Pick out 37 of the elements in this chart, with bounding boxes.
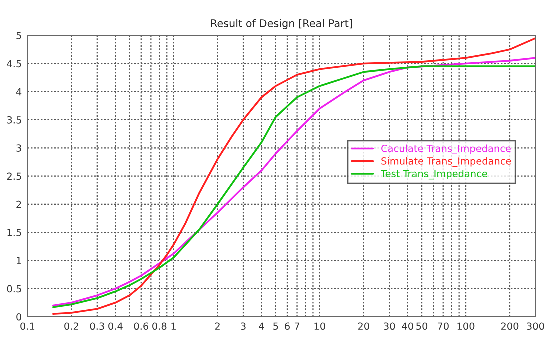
y-tick-label: 4 bbox=[16, 88, 22, 96]
x-tick-label: 2 bbox=[215, 322, 220, 330]
y-tick-label: 4.5 bbox=[7, 60, 22, 68]
x-tick-label: 10 bbox=[314, 322, 326, 330]
x-tick-label: 20 bbox=[358, 322, 370, 330]
x-tick-label: 200 bbox=[501, 322, 519, 330]
x-tick-label: 0.3 bbox=[90, 322, 104, 330]
legend-label: Test Trans_Impedance bbox=[380, 170, 488, 180]
x-tick-label: 30 bbox=[384, 322, 396, 330]
y-tick-label: 2.5 bbox=[7, 172, 22, 180]
x-tick-label: 4 bbox=[259, 322, 264, 330]
y-tick-label: 5 bbox=[16, 32, 22, 40]
x-tick-label: 50 bbox=[416, 322, 428, 330]
x-tick-label: 1 bbox=[172, 322, 176, 330]
x-tick-label: 40 bbox=[402, 322, 414, 330]
x-tick-label: 100 bbox=[458, 322, 475, 330]
x-tick-label: 6 bbox=[285, 322, 290, 330]
x-tick-label: 0.2 bbox=[64, 322, 78, 330]
y-tick-label: 3.5 bbox=[7, 116, 22, 124]
x-tick-label: 0.4 bbox=[108, 322, 123, 330]
legend-label: Caculate Trans_Impedance bbox=[382, 144, 511, 154]
x-tick-label: 3 bbox=[241, 322, 246, 330]
x-tick-label: 7 bbox=[294, 322, 300, 330]
chart-title: Result of Design [Real Part] bbox=[211, 19, 352, 30]
y-tick-label: 1.5 bbox=[8, 229, 22, 236]
x-tick-label: 0.6 bbox=[134, 322, 149, 330]
x-tick-label: 300 bbox=[527, 322, 544, 330]
x-tick-label: 70 bbox=[438, 322, 449, 330]
x-tick-label: 0.1 bbox=[20, 322, 35, 330]
x-tick-label: 5 bbox=[274, 322, 278, 330]
y-tick-label: 1 bbox=[17, 257, 22, 264]
y-tick-label: 2 bbox=[16, 200, 22, 208]
y-tick-label: 0 bbox=[16, 313, 22, 321]
y-tick-label: 3 bbox=[16, 144, 22, 152]
y-tick-label: 0.5 bbox=[7, 285, 22, 293]
x-tick-label: 0.8 bbox=[152, 322, 167, 330]
legend-label: Simulate Trans_Impedance bbox=[382, 157, 512, 168]
